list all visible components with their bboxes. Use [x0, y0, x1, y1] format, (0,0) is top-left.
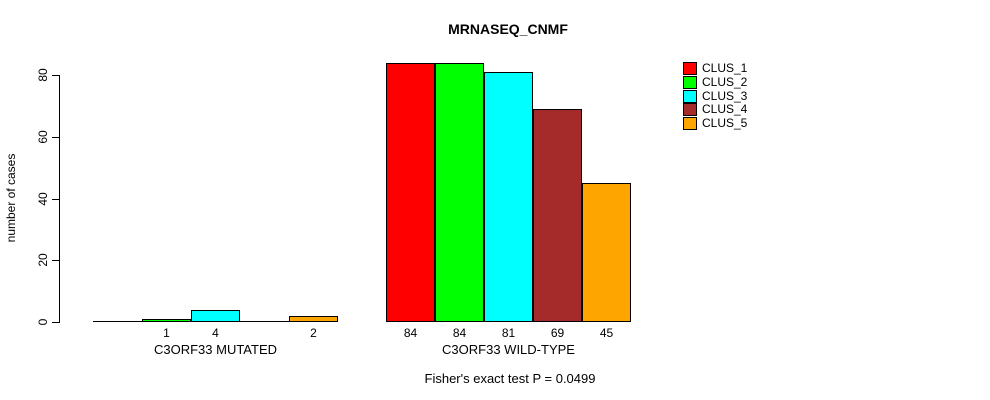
- legend-label: CLUS_2: [702, 74, 748, 89]
- y-axis-line: [59, 75, 60, 323]
- bar: [142, 318, 191, 322]
- y-tick-label: 60: [36, 130, 50, 144]
- bar-value-label: 69: [550, 326, 565, 340]
- chart-title: MRNASEQ_CNMF: [448, 21, 568, 37]
- annotation-text: Fisher's exact test P = 0.0499: [424, 371, 596, 386]
- bar: [386, 62, 435, 322]
- bar: [484, 71, 533, 322]
- legend-label: CLUS_3: [702, 88, 748, 103]
- bar: [289, 315, 338, 322]
- bar: [435, 62, 484, 322]
- bar-value-label: 4: [212, 326, 219, 340]
- legend-label: CLUS_1: [702, 61, 748, 75]
- legend-label: CLUS_4: [702, 102, 748, 117]
- y-tick-label: 20: [36, 253, 50, 267]
- y-tick-label: 0: [36, 318, 50, 326]
- legend-swatch: [683, 117, 697, 131]
- bar: [191, 309, 240, 322]
- legend-swatch: [683, 75, 697, 89]
- bar-value-label: 84: [403, 326, 418, 340]
- y-axis-label: number of cases: [4, 153, 18, 243]
- legend-label: CLUS_5: [702, 116, 748, 131]
- bar-value-label: 45: [599, 326, 614, 340]
- group-label: C3ORF33 MUTATED: [153, 342, 278, 357]
- bar-value-label: 1: [163, 326, 170, 340]
- legend-swatch: [683, 103, 697, 117]
- bar-value-label: 84: [452, 326, 467, 340]
- bar: [582, 183, 631, 322]
- bar-zero-height: [240, 321, 289, 322]
- y-axis-tick: [52, 136, 59, 138]
- legend-swatch: [683, 62, 697, 75]
- bar-zero-height: [93, 321, 142, 322]
- legend-swatch: [683, 89, 697, 103]
- bar: [533, 108, 582, 322]
- bar-value-label: 81: [501, 326, 516, 340]
- bar-value-label: 2: [310, 326, 317, 340]
- y-axis-tick: [52, 260, 59, 262]
- y-axis-tick: [52, 75, 59, 76]
- y-tick-label: 80: [36, 68, 50, 82]
- y-axis-tick: [52, 322, 59, 323]
- y-tick-label: 40: [36, 191, 50, 206]
- group-label: C3ORF33 WILD-TYPE: [442, 342, 575, 357]
- y-axis-tick: [52, 198, 59, 200]
